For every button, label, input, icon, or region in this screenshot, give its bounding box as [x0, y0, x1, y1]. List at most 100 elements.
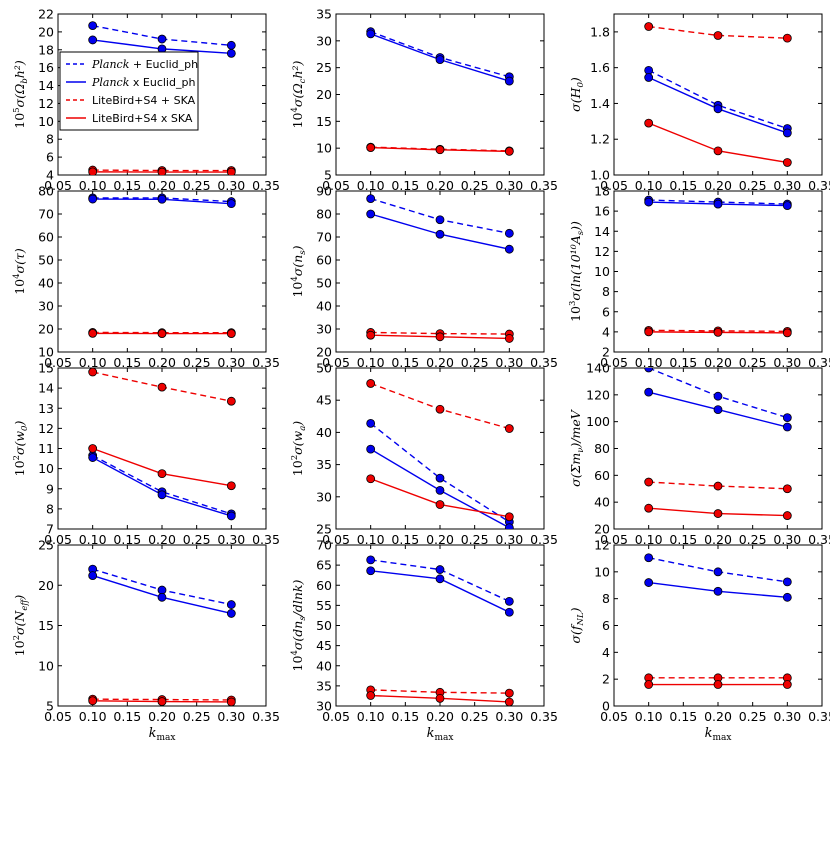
y-tick-label: 55 — [316, 598, 332, 613]
data-point — [158, 330, 166, 338]
data-point — [367, 475, 375, 483]
x-tick-label: 0.15 — [669, 709, 697, 724]
y-tick-label: 12 — [594, 244, 610, 259]
data-point — [367, 144, 375, 152]
y-axis-label: σ(H0) — [568, 77, 586, 112]
x-tick-label: 0.10 — [635, 709, 663, 724]
y-tick-label: 22 — [38, 7, 54, 22]
data-point — [436, 230, 444, 238]
y-tick-label: 16 — [594, 204, 610, 219]
data-point — [158, 383, 166, 391]
y-tick-label: 70 — [316, 538, 332, 553]
y-tick-label: 30 — [316, 489, 332, 504]
legend-label: Planck + Euclid_ph — [91, 58, 198, 71]
y-tick-label: 80 — [38, 184, 54, 199]
legend-label: LiteBird+S4 + SKA — [92, 94, 196, 107]
y-tick-label: 25 — [38, 538, 54, 553]
y-tick-label: 16 — [38, 60, 54, 75]
y-tick-label: 6 — [46, 150, 54, 165]
data-point — [367, 210, 375, 218]
y-tick-label: 20 — [38, 322, 54, 337]
y-tick-label: 8 — [46, 501, 54, 516]
data-point — [158, 593, 166, 601]
data-point — [783, 593, 791, 601]
x-tick-label: 0.30 — [773, 709, 801, 724]
legend-label: Planck x Euclid_ph — [91, 76, 195, 89]
data-point — [714, 482, 722, 490]
data-point — [89, 168, 97, 176]
data-point — [714, 200, 722, 208]
data-point — [783, 414, 791, 422]
data-point — [436, 566, 444, 574]
data-point — [227, 330, 235, 338]
data-point — [505, 597, 513, 605]
y-tick-label: 1.6 — [590, 60, 610, 75]
data-point — [783, 485, 791, 493]
y-tick-label: 65 — [316, 558, 332, 573]
data-point — [436, 333, 444, 341]
data-point — [505, 689, 513, 697]
y-tick-label: 90 — [316, 184, 332, 199]
data-point — [714, 105, 722, 113]
y-tick-label: 2 — [602, 345, 610, 360]
x-tick-label: 0.25 — [461, 709, 489, 724]
y-tick-label: 11 — [38, 441, 54, 456]
y-tick-label: 8 — [602, 284, 610, 299]
data-point — [645, 388, 653, 396]
y-axis-label: 102σ(wa) — [290, 421, 308, 477]
data-point — [436, 405, 444, 413]
data-point — [367, 379, 375, 387]
data-point — [783, 578, 791, 586]
data-point — [436, 216, 444, 224]
data-point — [505, 425, 513, 433]
y-tick-label: 4 — [602, 324, 610, 339]
data-point — [436, 575, 444, 583]
y-tick-label: 10 — [38, 114, 54, 129]
data-point — [436, 474, 444, 482]
y-tick-label: 30 — [38, 299, 54, 314]
y-tick-label: 12 — [594, 538, 610, 553]
data-point — [158, 35, 166, 43]
y-tick-label: 25 — [316, 522, 332, 537]
x-tick-label: 0.20 — [426, 709, 454, 724]
y-axis-label: 102σ(w0) — [12, 421, 30, 477]
y-tick-label: 1.4 — [590, 96, 610, 111]
x-tick-label: 0.10 — [357, 709, 385, 724]
data-point — [783, 129, 791, 137]
data-point — [367, 331, 375, 339]
y-tick-label: 50 — [316, 361, 332, 376]
x-tick-label: 0.15 — [391, 709, 419, 724]
data-point — [714, 392, 722, 400]
y-tick-label: 13 — [38, 401, 54, 416]
y-tick-label: 0 — [602, 699, 610, 714]
y-tick-label: 8 — [602, 591, 610, 606]
data-point — [714, 147, 722, 155]
y-tick-label: 7 — [46, 522, 54, 537]
data-point — [158, 586, 166, 594]
data-point — [89, 572, 97, 580]
data-point — [89, 22, 97, 30]
y-tick-label: 18 — [594, 184, 610, 199]
y-tick-label: 6 — [602, 618, 610, 633]
data-point — [158, 491, 166, 499]
y-tick-label: 2 — [602, 672, 610, 687]
y-tick-label: 25 — [316, 60, 332, 75]
data-point — [783, 423, 791, 431]
data-point — [89, 368, 97, 376]
data-point — [436, 56, 444, 64]
y-tick-label: 80 — [316, 207, 332, 222]
x-tick-label: 0.25 — [739, 709, 767, 724]
y-tick-label: 45 — [316, 393, 332, 408]
data-point — [158, 470, 166, 478]
data-point — [783, 329, 791, 337]
data-point — [227, 49, 235, 57]
data-point — [227, 512, 235, 520]
data-point — [367, 556, 375, 564]
data-point — [645, 504, 653, 512]
